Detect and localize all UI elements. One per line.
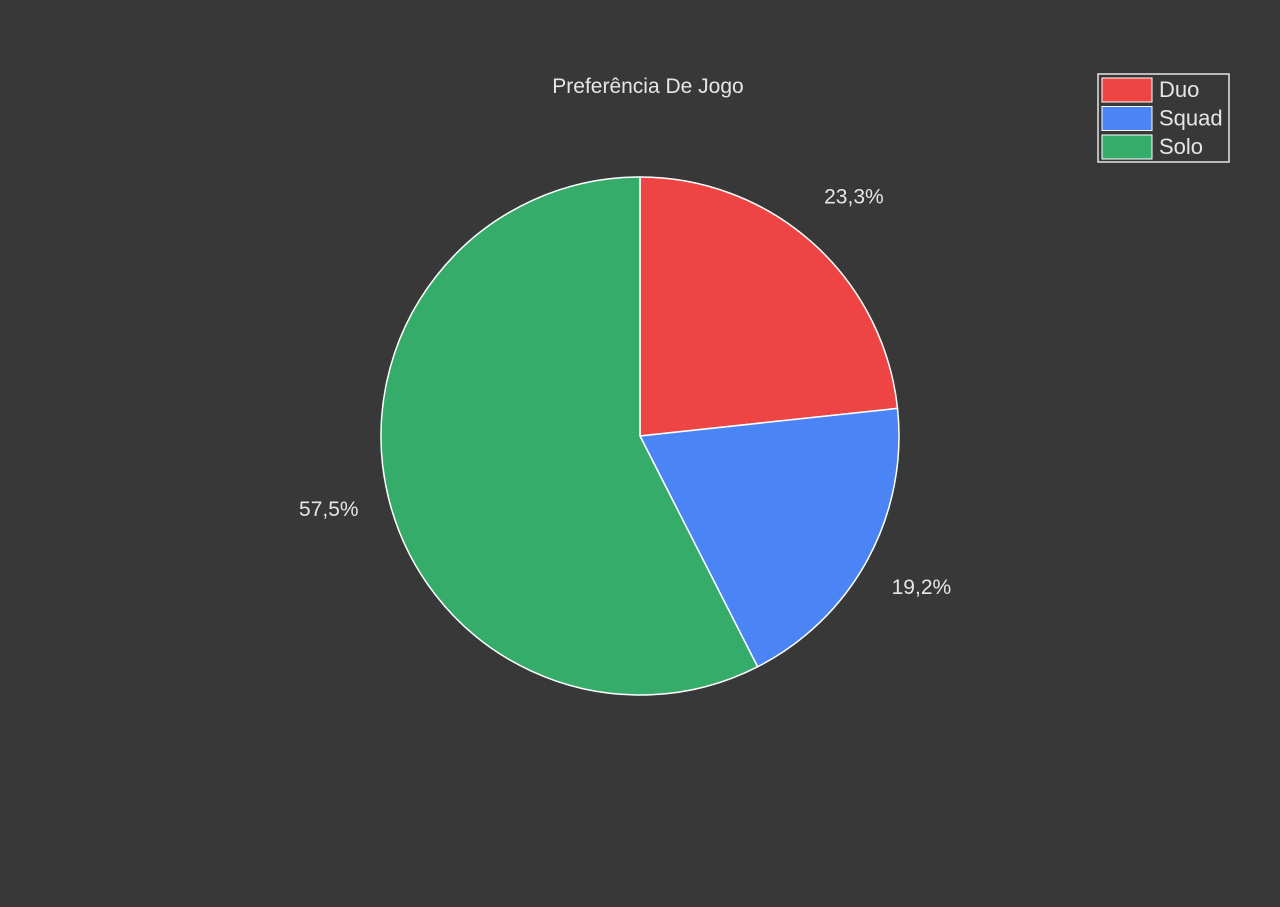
chart-title: Preferência De Jogo (552, 75, 743, 98)
legend: Duo Squad Solo (1097, 73, 1230, 163)
legend-swatch-solo (1101, 134, 1153, 160)
slice-label-squad: 19,2% (892, 576, 952, 599)
pie-slice-squad (639, 407, 900, 668)
pie-slices (380, 176, 900, 696)
legend-label-duo: Duo (1159, 77, 1199, 102)
slice-label-duo: 23,3% (824, 186, 884, 209)
legend-frame (1097, 73, 1230, 163)
pie-slice-labels: 23,3% 19,2% 57,5% (299, 186, 951, 599)
legend-label-squad: Squad (1159, 105, 1223, 130)
pie-slice-solo (380, 176, 759, 696)
slice-label-solo: 57,5% (299, 498, 359, 521)
pie-slice-duo (639, 176, 899, 437)
legend-label-solo: Solo (1159, 134, 1203, 159)
legend-swatch-duo (1101, 77, 1153, 103)
legend-swatch-squad (1101, 106, 1153, 131)
